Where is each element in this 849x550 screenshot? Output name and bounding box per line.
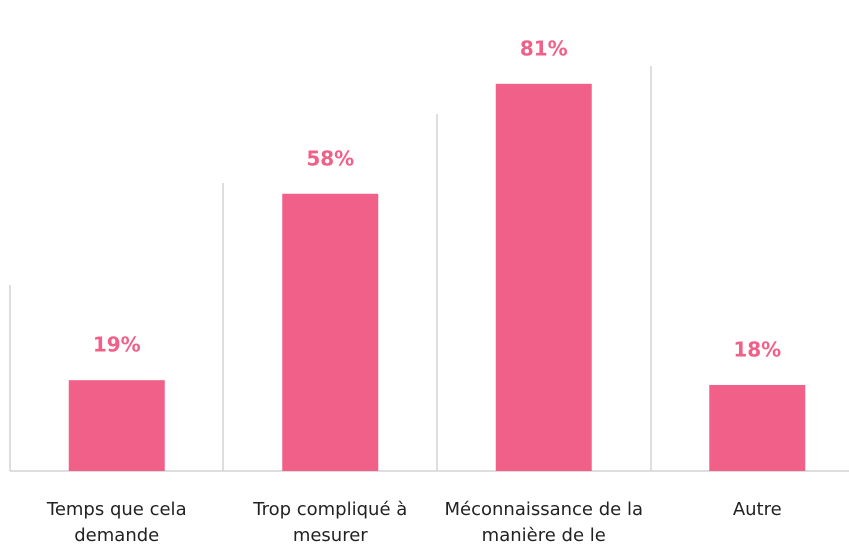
category-label: Trop compliqué à mesurer [253,499,408,546]
value-label: 58% [306,146,354,170]
value-label: 19% [93,333,141,357]
value-label: 18% [733,337,781,361]
category-label: Temps que cela demande [46,499,187,546]
value-label: 81% [520,36,568,60]
bar [282,193,379,471]
category-label: Méconnaissance de la manière de le valor… [444,499,643,546]
bar [495,83,592,471]
bar [68,380,165,471]
bar [709,384,806,471]
category-label: Autre [732,499,782,520]
